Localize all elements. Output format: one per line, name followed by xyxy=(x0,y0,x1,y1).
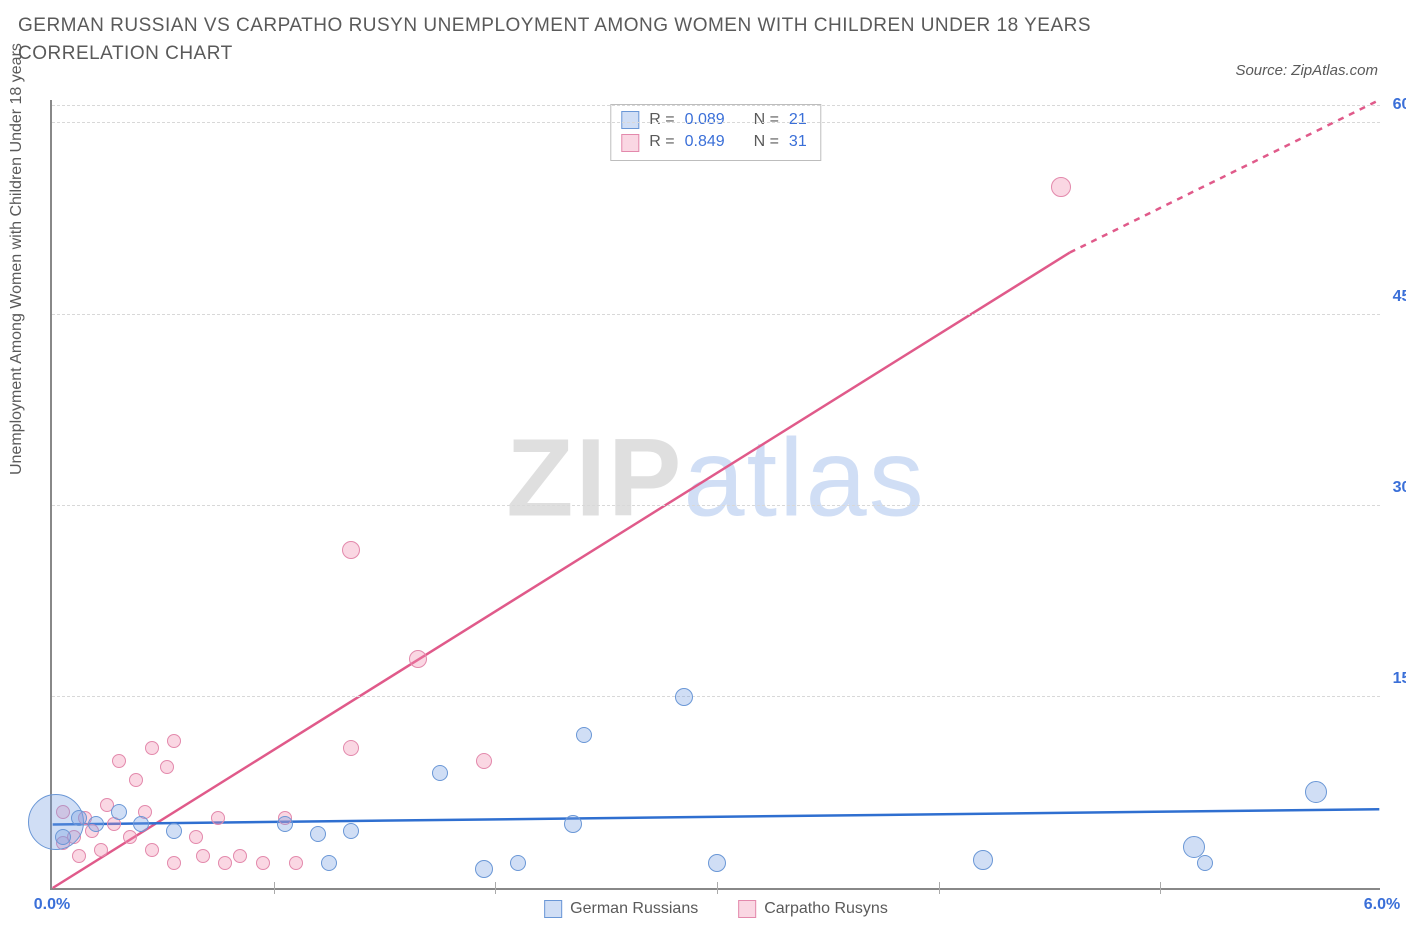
data-point-blue xyxy=(71,810,87,826)
data-point-blue xyxy=(133,816,149,832)
y-tick-label: 30.0% xyxy=(1393,479,1406,497)
data-point-pink xyxy=(167,734,181,748)
data-point-blue xyxy=(576,727,592,743)
data-point-blue xyxy=(432,765,448,781)
stats-row-blue: R = 0.089 N = 21 xyxy=(621,109,806,131)
y-tick-label: 15.0% xyxy=(1393,670,1406,688)
plot-area: ZIPatlas R = 0.089 N = 21 R = 0.849 N = … xyxy=(50,100,1380,890)
data-point-pink xyxy=(112,754,126,768)
x-tick-mark xyxy=(717,882,718,894)
legend-item-pink: Carpatho Rusyns xyxy=(738,900,888,918)
data-point-blue xyxy=(310,826,326,842)
data-point-blue xyxy=(277,816,293,832)
data-point-pink xyxy=(145,843,159,857)
data-point-blue xyxy=(675,688,693,706)
data-point-pink xyxy=(1051,177,1071,197)
x-tick-mark xyxy=(939,882,940,894)
y-tick-label: 60.0% xyxy=(1393,96,1406,114)
stats-row-pink: R = 0.849 N = 31 xyxy=(621,131,806,153)
y-tick-label: 45.0% xyxy=(1393,288,1406,306)
data-point-pink xyxy=(233,849,247,863)
data-point-pink xyxy=(160,760,174,774)
data-point-blue xyxy=(475,860,493,878)
data-point-blue xyxy=(973,850,993,870)
swatch-blue xyxy=(544,900,562,918)
data-point-pink xyxy=(196,849,210,863)
source-credit: Source: ZipAtlas.com xyxy=(1235,62,1378,79)
data-point-pink xyxy=(342,541,360,559)
data-point-blue xyxy=(321,855,337,871)
swatch-pink xyxy=(621,134,639,152)
data-point-blue xyxy=(88,816,104,832)
legend-label-blue: German Russians xyxy=(570,900,698,918)
x-tick-label: 6.0% xyxy=(1364,896,1400,914)
stats-box: R = 0.089 N = 21 R = 0.849 N = 31 xyxy=(610,104,821,161)
data-point-blue xyxy=(708,854,726,872)
stat-r-label: R = xyxy=(649,131,674,153)
data-point-pink xyxy=(129,773,143,787)
data-point-pink xyxy=(145,741,159,755)
stat-n-blue: 21 xyxy=(789,109,807,131)
data-point-blue xyxy=(510,855,526,871)
data-point-pink xyxy=(211,811,225,825)
data-point-blue xyxy=(55,829,71,845)
stat-n-pink: 31 xyxy=(789,131,807,153)
data-point-pink xyxy=(289,856,303,870)
data-point-pink xyxy=(343,740,359,756)
data-point-blue xyxy=(166,823,182,839)
gridline xyxy=(52,696,1380,697)
x-tick-mark xyxy=(495,882,496,894)
data-point-blue xyxy=(1197,855,1213,871)
gridline xyxy=(52,314,1380,315)
stat-r-blue: 0.089 xyxy=(685,109,725,131)
x-tick-label: 0.0% xyxy=(34,896,70,914)
data-point-blue xyxy=(564,815,582,833)
data-point-pink xyxy=(189,830,203,844)
gridline xyxy=(52,505,1380,506)
swatch-pink xyxy=(738,900,756,918)
stat-r-pink: 0.849 xyxy=(685,131,725,153)
gridline xyxy=(52,105,1380,106)
legend-label-pink: Carpatho Rusyns xyxy=(764,900,888,918)
data-point-blue xyxy=(111,804,127,820)
chart-title: GERMAN RUSSIAN VS CARPATHO RUSYN UNEMPLO… xyxy=(18,12,1118,67)
x-tick-mark xyxy=(1160,882,1161,894)
data-point-pink xyxy=(167,856,181,870)
data-point-pink xyxy=(218,856,232,870)
stat-r-label: R = xyxy=(649,109,674,131)
stat-n-label: N = xyxy=(754,109,779,131)
stat-n-label: N = xyxy=(754,131,779,153)
data-point-pink xyxy=(476,753,492,769)
swatch-blue xyxy=(621,111,639,129)
legend: German Russians Carpatho Rusyns xyxy=(544,900,888,918)
data-point-pink xyxy=(72,849,86,863)
regression-lines xyxy=(52,100,1380,888)
gridline xyxy=(52,122,1380,123)
data-point-pink xyxy=(94,843,108,857)
data-point-blue xyxy=(1305,781,1327,803)
legend-item-blue: German Russians xyxy=(544,900,698,918)
data-point-pink xyxy=(409,650,427,668)
data-point-pink xyxy=(256,856,270,870)
data-point-pink xyxy=(123,830,137,844)
x-tick-mark xyxy=(274,882,275,894)
y-axis-label: Unemployment Among Women with Children U… xyxy=(8,43,26,475)
data-point-blue xyxy=(343,823,359,839)
